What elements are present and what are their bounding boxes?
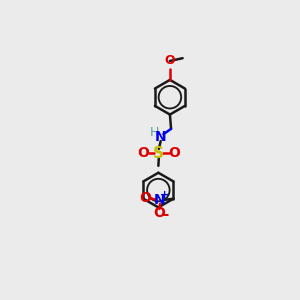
Text: O: O [140, 191, 152, 205]
Text: N: N [154, 193, 166, 207]
Text: O: O [137, 146, 149, 160]
Text: O: O [154, 206, 166, 220]
Text: O: O [165, 54, 175, 67]
Text: -: - [162, 207, 168, 222]
Text: N: N [155, 130, 167, 144]
Text: +: + [160, 190, 169, 200]
Text: S: S [153, 146, 164, 160]
Text: H: H [149, 126, 159, 139]
Text: O: O [168, 146, 180, 160]
